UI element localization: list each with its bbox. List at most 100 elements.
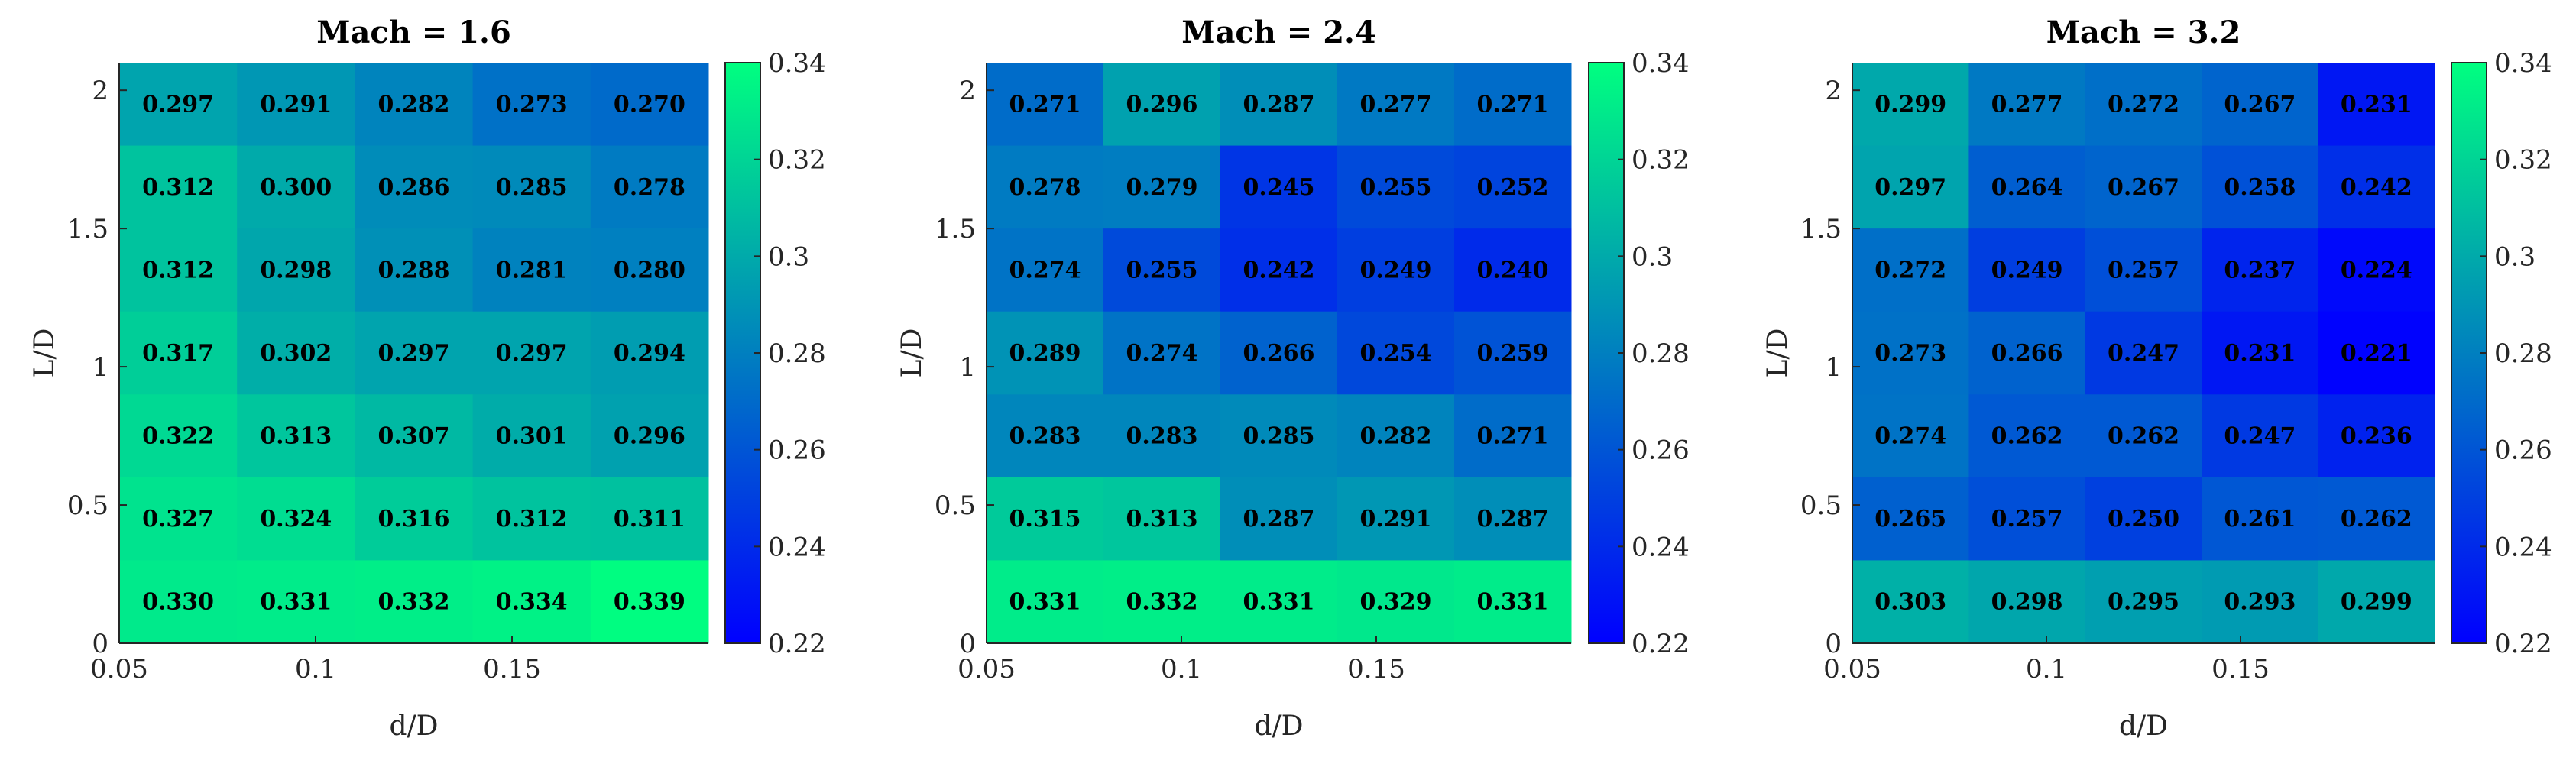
heatmap-cell xyxy=(237,63,355,147)
x-tick-label: 0.05 xyxy=(957,654,1016,684)
heatmap-cell xyxy=(1337,63,1455,147)
cell-value-label: 0.300 xyxy=(260,174,332,201)
heatmap-cell xyxy=(1337,311,1455,395)
heatmap-cell xyxy=(2318,477,2435,561)
heatmap-cell xyxy=(237,560,355,644)
heatmap-cell xyxy=(1220,477,1338,561)
x-tick-label: 0.1 xyxy=(295,654,336,684)
heatmap-cell xyxy=(472,560,591,644)
heatmap-cell xyxy=(590,228,709,312)
cell-value-label: 0.312 xyxy=(142,174,214,201)
cell-value-label: 0.231 xyxy=(2341,91,2412,118)
heatmap-cell xyxy=(355,394,474,478)
heatmap-cell xyxy=(1103,560,1221,644)
heatmap-cell xyxy=(472,477,591,561)
cell-value-label: 0.274 xyxy=(1126,340,1198,367)
colorbar-tick-label: 0.3 xyxy=(768,241,809,272)
heatmap-cell xyxy=(1337,560,1455,644)
heatmap-cell xyxy=(237,228,355,312)
x-axis-label: d/D xyxy=(2119,710,2168,742)
cell-value-label: 0.261 xyxy=(2224,506,2296,532)
cell-value-label: 0.296 xyxy=(614,423,685,450)
cell-value-label: 0.307 xyxy=(378,423,450,450)
y-tick-label: 0.5 xyxy=(935,490,976,521)
cell-value-label: 0.240 xyxy=(1477,257,1549,283)
cell-value-label: 0.262 xyxy=(2108,423,2179,450)
cell-value-label: 0.285 xyxy=(1243,423,1315,450)
cell-value-label: 0.299 xyxy=(1874,91,1946,118)
cell-value-label: 0.313 xyxy=(260,423,332,450)
colorbar-tick-label: 0.26 xyxy=(1631,435,1690,466)
colorbar-tick-label: 0.28 xyxy=(768,338,826,369)
heatmap-cell xyxy=(2085,311,2202,395)
heatmap-cell xyxy=(2318,63,2435,147)
cell-value-label: 0.224 xyxy=(2341,257,2412,283)
cell-value-label: 0.302 xyxy=(260,340,332,367)
heatmap-cell xyxy=(1852,477,1969,561)
cell-value-label: 0.282 xyxy=(378,91,450,118)
cell-value-label: 0.255 xyxy=(1360,174,1432,201)
heatmap-cell xyxy=(119,145,238,229)
heatmap-cell xyxy=(119,63,238,147)
cell-value-label: 0.332 xyxy=(1126,589,1198,616)
heatmap-cell xyxy=(2085,228,2202,312)
cell-value-label: 0.329 xyxy=(1360,589,1432,616)
heatmap-cell xyxy=(472,311,591,395)
colorbar-tick-label: 0.34 xyxy=(2494,48,2552,79)
heatmap-cell xyxy=(590,560,709,644)
x-tick-label: 0.1 xyxy=(2026,654,2067,684)
cell-value-label: 0.221 xyxy=(2341,340,2412,367)
cell-value-label: 0.277 xyxy=(1360,91,1432,118)
cell-value-label: 0.278 xyxy=(1009,174,1081,201)
cell-value-label: 0.287 xyxy=(1243,91,1315,118)
heatmap-cell xyxy=(1220,228,1338,312)
cell-value-label: 0.273 xyxy=(496,91,568,118)
cell-value-label: 0.301 xyxy=(496,423,568,450)
cell-value-label: 0.272 xyxy=(2108,91,2179,118)
cell-value-label: 0.332 xyxy=(378,589,450,616)
heatmap-cell xyxy=(2202,311,2319,395)
cell-value-label: 0.287 xyxy=(1243,506,1315,532)
colorbar-tick-label: 0.28 xyxy=(2494,338,2552,369)
colorbar-tick-label: 0.28 xyxy=(1631,338,1690,369)
cell-value-label: 0.267 xyxy=(2108,174,2179,201)
cell-value-label: 0.273 xyxy=(1874,340,1946,367)
heatmap-cell xyxy=(1454,311,1572,395)
y-tick-label: 2 xyxy=(959,76,976,106)
heatmap-cell xyxy=(1220,145,1338,229)
cell-value-label: 0.281 xyxy=(496,257,568,283)
heatmap-cell xyxy=(472,63,591,147)
cell-value-label: 0.257 xyxy=(1991,506,2063,532)
cell-value-label: 0.262 xyxy=(1991,423,2063,450)
colorbar-tick-label: 0.26 xyxy=(768,435,826,466)
heatmap-cell xyxy=(2318,228,2435,312)
heatmap-cell xyxy=(1968,394,2086,478)
heatmap-cell xyxy=(590,394,709,478)
cell-value-label: 0.258 xyxy=(2224,174,2296,201)
heatmap-cell xyxy=(119,228,238,312)
colorbar-tick-label: 0.22 xyxy=(768,629,826,659)
cell-value-label: 0.312 xyxy=(496,506,568,532)
cell-value-label: 0.236 xyxy=(2341,423,2412,450)
x-tick-label: 0.1 xyxy=(1161,654,1202,684)
cell-value-label: 0.331 xyxy=(1243,589,1315,616)
x-tick-label: 0.15 xyxy=(1347,654,1405,684)
heatmap-cell xyxy=(2085,145,2202,229)
cell-value-label: 0.331 xyxy=(260,589,332,616)
cell-value-label: 0.294 xyxy=(614,340,685,367)
cell-value-label: 0.250 xyxy=(2108,506,2179,532)
heatmap-cell xyxy=(987,63,1104,147)
heatmap-cell xyxy=(987,311,1104,395)
cell-value-label: 0.330 xyxy=(142,589,214,616)
heatmap-cell xyxy=(1454,63,1572,147)
cell-value-label: 0.287 xyxy=(1477,506,1549,532)
heatmap-cell xyxy=(237,311,355,395)
cell-value-label: 0.297 xyxy=(1874,174,1946,201)
cell-value-label: 0.283 xyxy=(1009,423,1081,450)
cell-value-label: 0.298 xyxy=(260,257,332,283)
cell-value-label: 0.249 xyxy=(1991,257,2063,283)
y-tick-label: 1 xyxy=(959,352,976,383)
cell-value-label: 0.288 xyxy=(378,257,450,283)
colorbar-tick-label: 0.24 xyxy=(2494,532,2552,562)
heatmap-cell xyxy=(590,63,709,147)
